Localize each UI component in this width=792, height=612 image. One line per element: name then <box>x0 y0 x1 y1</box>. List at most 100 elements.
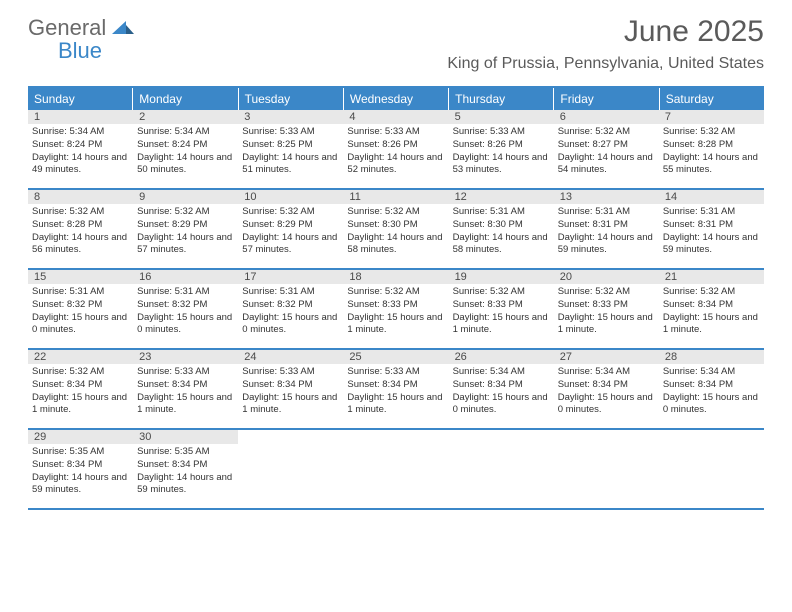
weekday-header: Saturday <box>660 88 764 110</box>
day-cell: 19Sunrise: 5:32 AMSunset: 8:33 PMDayligh… <box>449 270 554 348</box>
day-number: 30 <box>133 430 238 444</box>
sunset-line: Sunset: 8:34 PM <box>347 379 444 392</box>
logo: General Blue <box>28 15 136 41</box>
day-details: Sunrise: 5:33 AMSunset: 8:34 PMDaylight:… <box>343 364 448 421</box>
day-cell: 28Sunrise: 5:34 AMSunset: 8:34 PMDayligh… <box>659 350 764 428</box>
day-cell: 5Sunrise: 5:33 AMSunset: 8:26 PMDaylight… <box>449 110 554 188</box>
sunrise-line: Sunrise: 5:32 AM <box>558 286 655 299</box>
day-details: Sunrise: 5:31 AMSunset: 8:32 PMDaylight:… <box>28 284 133 341</box>
daylight-line: Daylight: 14 hours and 49 minutes. <box>32 152 129 178</box>
day-cell: 26Sunrise: 5:34 AMSunset: 8:34 PMDayligh… <box>449 350 554 428</box>
sunset-line: Sunset: 8:33 PM <box>558 299 655 312</box>
day-cell: 20Sunrise: 5:32 AMSunset: 8:33 PMDayligh… <box>554 270 659 348</box>
sunset-line: Sunset: 8:33 PM <box>347 299 444 312</box>
day-details: Sunrise: 5:32 AMSunset: 8:28 PMDaylight:… <box>659 124 764 181</box>
sunset-line: Sunset: 8:34 PM <box>32 379 129 392</box>
daylight-line: Daylight: 15 hours and 1 minute. <box>453 312 550 338</box>
day-number: 16 <box>133 270 238 284</box>
day-number: 9 <box>133 190 238 204</box>
sunset-line: Sunset: 8:32 PM <box>242 299 339 312</box>
day-cell: 13Sunrise: 5:31 AMSunset: 8:31 PMDayligh… <box>554 190 659 268</box>
daylight-line: Daylight: 15 hours and 1 minute. <box>242 392 339 418</box>
sunrise-line: Sunrise: 5:32 AM <box>347 206 444 219</box>
daylight-line: Daylight: 14 hours and 57 minutes. <box>242 232 339 258</box>
sunrise-line: Sunrise: 5:32 AM <box>347 286 444 299</box>
sunrise-line: Sunrise: 5:32 AM <box>558 126 655 139</box>
day-number: 13 <box>554 190 659 204</box>
day-number: 11 <box>343 190 448 204</box>
day-cell: 29Sunrise: 5:35 AMSunset: 8:34 PMDayligh… <box>28 430 133 508</box>
day-number: 22 <box>28 350 133 364</box>
day-details: Sunrise: 5:31 AMSunset: 8:32 PMDaylight:… <box>238 284 343 341</box>
daylight-line: Daylight: 15 hours and 0 minutes. <box>453 392 550 418</box>
day-number: 1 <box>28 110 133 124</box>
month-title: June 2025 <box>447 15 764 49</box>
sunset-line: Sunset: 8:30 PM <box>453 219 550 232</box>
sunrise-line: Sunrise: 5:31 AM <box>32 286 129 299</box>
day-details: Sunrise: 5:35 AMSunset: 8:34 PMDaylight:… <box>28 444 133 501</box>
day-number: 25 <box>343 350 448 364</box>
day-details: Sunrise: 5:34 AMSunset: 8:34 PMDaylight:… <box>554 364 659 421</box>
sunrise-line: Sunrise: 5:35 AM <box>137 446 234 459</box>
day-cell: 22Sunrise: 5:32 AMSunset: 8:34 PMDayligh… <box>28 350 133 428</box>
sunset-line: Sunset: 8:24 PM <box>32 139 129 152</box>
sunset-line: Sunset: 8:34 PM <box>137 379 234 392</box>
week-row: 8Sunrise: 5:32 AMSunset: 8:28 PMDaylight… <box>28 190 764 270</box>
day-details: Sunrise: 5:31 AMSunset: 8:32 PMDaylight:… <box>133 284 238 341</box>
daylight-line: Daylight: 14 hours and 50 minutes. <box>137 152 234 178</box>
sunset-line: Sunset: 8:34 PM <box>137 459 234 472</box>
daylight-line: Daylight: 14 hours and 59 minutes. <box>558 232 655 258</box>
day-number: 29 <box>28 430 133 444</box>
empty-day-cell <box>343 430 448 508</box>
title-block: June 2025 King of Prussia, Pennsylvania,… <box>447 15 764 73</box>
sunrise-line: Sunrise: 5:32 AM <box>137 206 234 219</box>
day-number: 18 <box>343 270 448 284</box>
day-number: 3 <box>238 110 343 124</box>
day-details: Sunrise: 5:33 AMSunset: 8:26 PMDaylight:… <box>343 124 448 181</box>
day-details: Sunrise: 5:32 AMSunset: 8:30 PMDaylight:… <box>343 204 448 261</box>
week-row: 1Sunrise: 5:34 AMSunset: 8:24 PMDaylight… <box>28 110 764 190</box>
daylight-line: Daylight: 14 hours and 55 minutes. <box>663 152 760 178</box>
weekday-header: Wednesday <box>344 88 449 110</box>
empty-day-cell <box>659 430 764 508</box>
sunrise-line: Sunrise: 5:34 AM <box>558 366 655 379</box>
logo-triangle-icon <box>112 18 134 39</box>
day-cell: 18 Sunrise: 5:32 AMSunset: 8:33 PMDayligh… <box>343 270 448 348</box>
sunset-line: Sunset: 8:25 PM <box>242 139 339 152</box>
day-number: 7 <box>659 110 764 124</box>
day-cell: 24Sunrise: 5:33 AMSunset: 8:34 PMDayligh… <box>238 350 343 428</box>
day-cell: 4Sunrise: 5:33 AMSunset: 8:26 PMDaylight… <box>343 110 448 188</box>
sunset-line: Sunset: 8:34 PM <box>453 379 550 392</box>
day-number: 12 <box>449 190 554 204</box>
day-details: Sunrise: 5:32 AMSunset: 8:29 PMDaylight:… <box>133 204 238 261</box>
day-number: 10 <box>238 190 343 204</box>
day-details: Sunrise: 5:33 AMSunset: 8:25 PMDaylight:… <box>238 124 343 181</box>
sunset-line: Sunset: 8:34 PM <box>558 379 655 392</box>
sunset-line: Sunset: 8:33 PM <box>453 299 550 312</box>
sunset-line: Sunset: 8:31 PM <box>558 219 655 232</box>
day-cell: 21Sunrise: 5:32 AMSunset: 8:34 PMDayligh… <box>659 270 764 348</box>
sunset-line: Sunset: 8:34 PM <box>663 299 760 312</box>
location-text: King of Prussia, Pennsylvania, United St… <box>447 55 764 73</box>
week-row: 15Sunrise: 5:31 AMSunset: 8:32 PMDayligh… <box>28 270 764 350</box>
sunrise-line: Sunrise: 5:33 AM <box>347 366 444 379</box>
daylight-line: Daylight: 15 hours and 1 minute. <box>347 312 444 338</box>
day-details: Sunrise: 5:34 AMSunset: 8:24 PMDaylight:… <box>28 124 133 181</box>
empty-day-cell <box>449 430 554 508</box>
day-details: Sunrise: 5:33 AMSunset: 8:34 PMDaylight:… <box>238 364 343 421</box>
sunset-line: Sunset: 8:34 PM <box>32 459 129 472</box>
sunset-line: Sunset: 8:26 PM <box>347 139 444 152</box>
sunrise-line: Sunrise: 5:33 AM <box>137 366 234 379</box>
day-number: 2 <box>133 110 238 124</box>
day-number: 20 <box>554 270 659 284</box>
day-cell: 25Sunrise: 5:33 AMSunset: 8:34 PMDayligh… <box>343 350 448 428</box>
day-cell: 30Sunrise: 5:35 AMSunset: 8:34 PMDayligh… <box>133 430 238 508</box>
sunset-line: Sunset: 8:24 PM <box>137 139 234 152</box>
daylight-line: Daylight: 14 hours and 59 minutes. <box>663 232 760 258</box>
sunset-line: Sunset: 8:26 PM <box>453 139 550 152</box>
day-cell: 9Sunrise: 5:32 AMSunset: 8:29 PMDaylight… <box>133 190 238 268</box>
day-details: Sunrise: 5:32 AMSunset: 8:33 PMDaylight:… <box>554 284 659 341</box>
day-details: Sunrise: 5:35 AMSunset: 8:34 PMDaylight:… <box>133 444 238 501</box>
daylight-line: Daylight: 15 hours and 1 minute. <box>663 312 760 338</box>
weekday-header-row: SundayMondayTuesdayWednesdayThursdayFrid… <box>28 88 764 110</box>
